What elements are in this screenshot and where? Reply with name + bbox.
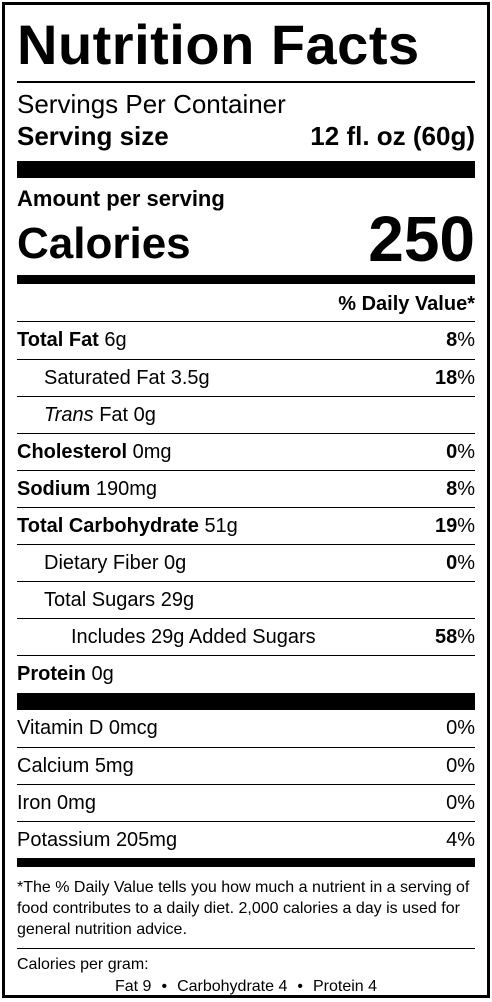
nutrient-name: Protein <box>17 663 86 685</box>
nutrient-amount: 0g <box>91 663 114 685</box>
vitamin-name: Iron <box>17 791 52 814</box>
percent-sign: % <box>457 440 475 463</box>
percent-sign: % <box>457 625 475 648</box>
vitamin-amount: 0mg <box>57 791 96 814</box>
calories-per-gram-label: Calories per gram: <box>17 956 149 973</box>
nutrient-pct: 0 <box>446 440 458 463</box>
vitamin-row-potassium: Potassium 205mg 4% <box>17 821 475 858</box>
cpg-separator: • <box>161 978 168 995</box>
vitamin-pct: 4% <box>446 828 475 851</box>
thick-divider <box>17 161 475 178</box>
calories-per-gram-values: Fat 9 • Carbohydrate 4 • Protein 4 <box>17 977 475 997</box>
daily-value-footnote: *The % Daily Value tells you how much a … <box>17 877 475 949</box>
nutrient-amount: 29g <box>160 588 195 611</box>
nutrient-row-sodium: Sodium 190mg 8% <box>17 470 475 507</box>
vitamin-name: Vitamin D <box>17 717 104 739</box>
vitamin-amount: 0mcg <box>108 717 158 739</box>
nutrient-amount: 3.5g <box>170 366 210 389</box>
title-divider <box>17 81 475 83</box>
vitamin-amount: 5mg <box>94 754 134 777</box>
vitamin-pct: 0% <box>446 717 475 739</box>
nutrient-name: Includes 29g Added Sugars <box>71 625 316 648</box>
calories-row: Calories 250 <box>17 203 475 275</box>
nutrient-row-total-fat: Total Fat 6g 8% <box>17 322 475 359</box>
nutrient-name: Dietary Fiber <box>44 551 159 574</box>
cpg-carbohydrate: Carbohydrate 4 <box>177 978 288 995</box>
nutrient-pct: 58 <box>434 625 458 648</box>
bottom-divider <box>17 858 475 867</box>
nutrient-row-protein: Protein 0g <box>17 655 475 693</box>
daily-value-header: % Daily Value* <box>17 284 475 322</box>
percent-sign: % <box>457 514 475 537</box>
nutrient-amount: 6g <box>104 329 127 351</box>
vitamin-name: Potassium <box>17 828 111 851</box>
label-title: Nutrition Facts <box>17 13 420 76</box>
nutrient-name: Total Sugars <box>44 588 156 611</box>
nutrient-row-added-sugars: Includes 29g Added Sugars 58% <box>17 618 475 655</box>
nutrient-amount: 0g <box>133 403 156 426</box>
nutrient-pct: 18 <box>434 366 458 389</box>
percent-sign: % <box>457 551 475 574</box>
vitamin-pct: 0% <box>446 754 475 777</box>
protein-divider <box>17 693 475 710</box>
nutrient-name: Fat <box>93 403 129 426</box>
nutrient-row-saturated-fat: Saturated Fat 3.5g 18% <box>17 359 475 396</box>
nutrient-name: Total Fat <box>17 329 99 351</box>
nutrient-name-italic: Trans <box>44 403 94 426</box>
nutrient-row-total-carbohydrate: Total Carbohydrate 51g 19% <box>17 507 475 544</box>
calories-value: 250 <box>368 203 475 275</box>
cpg-separator: • <box>297 978 303 995</box>
nutrient-pct: 0 <box>446 551 458 574</box>
cpg-protein: Protein 4 <box>312 978 378 995</box>
nutrient-amount: 190mg <box>95 477 158 500</box>
nutrient-pct: 19 <box>434 514 458 537</box>
amount-per-serving: Amount per serving <box>17 186 225 211</box>
percent-sign: % <box>457 329 475 351</box>
serving-size-label: Serving size <box>17 121 169 151</box>
nutrient-name: Saturated Fat <box>44 366 166 389</box>
medium-divider <box>17 275 475 284</box>
vitamin-amount: 205mg <box>115 828 178 851</box>
serving-size-row: Serving size 12 fl. oz (60g) <box>17 121 475 151</box>
vitamin-rows: Vitamin D 0mcg 0% Calcium 5mg 0% Iron 0m… <box>17 710 475 858</box>
nutrient-row-cholesterol: Cholesterol 0mg 0% <box>17 433 475 470</box>
serving-size-value: 12 fl. oz (60g) <box>310 121 475 151</box>
nutrient-pct: 8 <box>446 329 458 351</box>
vitamin-row-vitamin-d: Vitamin D 0mcg 0% <box>17 710 475 747</box>
nutrient-name: Cholesterol <box>17 440 128 463</box>
percent-sign: % <box>457 366 475 389</box>
nutrient-row-dietary-fiber: Dietary Fiber 0g 0% <box>17 544 475 581</box>
nutrient-amount: 0g <box>164 551 187 574</box>
vitamin-pct: 0% <box>446 791 475 814</box>
vitamin-row-iron: Iron 0mg 0% <box>17 784 475 821</box>
nutrient-name: Total Carbohydrate <box>17 514 199 537</box>
percent-sign: % <box>457 477 475 500</box>
cpg-fat: Fat 9 <box>114 978 152 995</box>
calories-label: Calories <box>17 219 191 268</box>
nutrient-row-trans-fat: Trans Fat 0g <box>17 396 475 433</box>
nutrient-amount: 51g <box>204 514 238 537</box>
vitamin-row-calcium: Calcium 5mg 0% <box>17 747 475 784</box>
nutrient-pct: 8 <box>446 477 458 500</box>
nutrient-row-total-sugars: Total Sugars 29g <box>17 581 475 618</box>
nutrient-rows: Total Fat 6g 8% Saturated Fat 3.5g 18% T… <box>17 322 475 693</box>
nutrient-amount: 0mg <box>132 440 172 463</box>
servings-per-container: Servings Per Container <box>17 89 286 119</box>
vitamin-name: Calcium <box>17 754 90 777</box>
nutrient-name: Sodium <box>17 477 91 500</box>
